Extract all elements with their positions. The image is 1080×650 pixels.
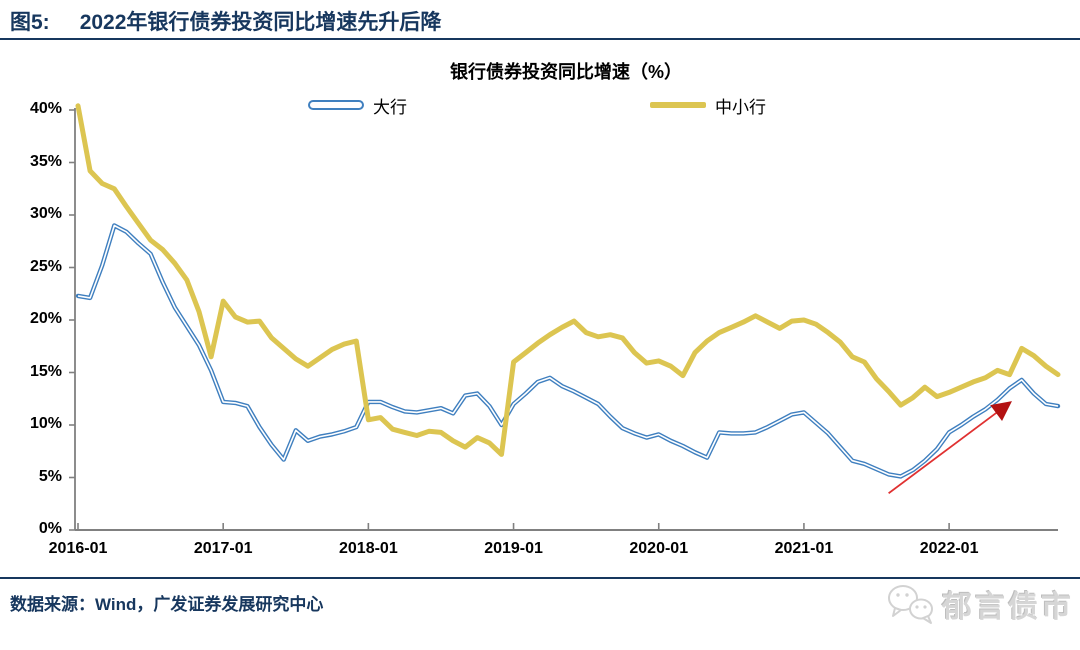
y-axis-label: 30% (29, 205, 62, 222)
x-axis-label: 2017-01 (193, 540, 253, 557)
y-axis-label: 15% (29, 362, 62, 380)
watermark-text: 郁言债市 (942, 591, 1074, 624)
series-line-small-banks (75, 103, 1061, 457)
small-banks-line-marker-icon (650, 102, 706, 108)
footer-divider (0, 577, 1080, 579)
legend-label-small-banks: 中小行 (715, 97, 766, 117)
series-line-big-banks (75, 223, 1061, 479)
x-axis-label: 2018-01 (339, 540, 398, 557)
annotation-arrow (888, 401, 1012, 494)
y-axis-label: 25% (29, 257, 62, 275)
y-axis-label: 0% (38, 520, 62, 537)
legend-item-big-banks: 大行 (308, 93, 407, 117)
big-banks-line-marker-icon (308, 100, 364, 110)
figure-title: 图5: 2022年银行债券投资同比增速先升后降 (10, 6, 441, 36)
x-axis-label: 2022-01 (919, 540, 979, 557)
legend-label-big-banks: 大行 (373, 97, 407, 117)
watermark: 郁言债市 (886, 582, 1074, 626)
chart-title: 银行债券投资同比增速（%） (449, 62, 682, 82)
data-source-note: 数据来源：Wind，广发证券发展研究中心 (10, 595, 324, 614)
x-axis-label: 2021-01 (774, 540, 834, 557)
legend-item-small-banks: 中小行 (650, 93, 766, 117)
figure-title-text: 2022年银行债券投资同比增速先升后降 (79, 11, 442, 34)
x-axis-label: 2016-01 (48, 540, 108, 557)
series-line-big-banks-core (77, 224, 1059, 478)
wechat-icon (888, 585, 933, 624)
y-axis-label: 20% (29, 310, 62, 327)
figure-number: 图5: (10, 11, 50, 34)
y-axis-label: 40% (29, 100, 62, 117)
x-axis-label: 2020-01 (629, 540, 689, 557)
y-axis-label: 10% (29, 415, 62, 432)
title-divider (0, 38, 1080, 40)
y-axis-label: 35% (29, 152, 62, 170)
y-axis-label: 5% (38, 467, 62, 485)
x-axis-label: 2019-01 (484, 540, 543, 557)
